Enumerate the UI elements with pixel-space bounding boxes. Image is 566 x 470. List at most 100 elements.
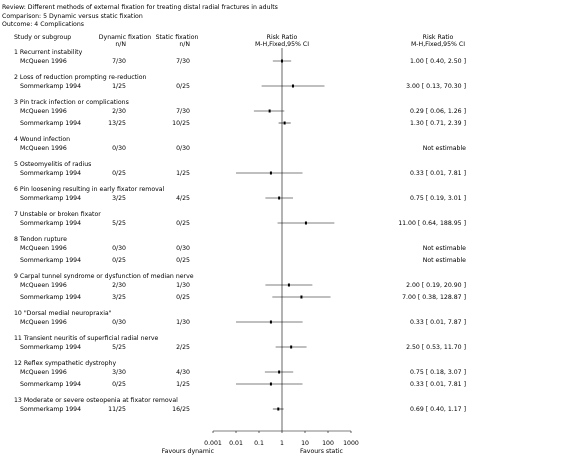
study: Sommerkamp 1994 [20, 83, 81, 90]
study: McQueen 1996 [20, 245, 67, 252]
static-events: 0/30 [176, 145, 190, 152]
static-events: 4/25 [176, 195, 190, 202]
study: McQueen 1996 [20, 319, 67, 326]
study: Sommerkamp 1994 [20, 170, 81, 177]
group-label: 6 Pin loosening resulting in early fixat… [14, 186, 165, 193]
point-estimate [277, 407, 280, 411]
dynamic-events: 0/25 [112, 257, 126, 264]
dynamic-events: 0/30 [112, 319, 126, 326]
static-events: 0/25 [176, 257, 190, 264]
point-estimate [268, 109, 271, 113]
dynamic-events: 2/30 [112, 108, 126, 115]
study: McQueen 1996 [20, 108, 67, 115]
dynamic-events: 0/25 [112, 170, 126, 177]
group-label: 1 Recurrent instability [14, 49, 83, 56]
group-label: 12 Reflex sympathetic dystrophy [14, 360, 116, 367]
dynamic-events: 0/30 [112, 145, 126, 152]
risk-ratio: 11.00 [ 0.64, 188.95 ] [398, 220, 466, 227]
static-events: 0/30 [176, 245, 190, 252]
group-label: 13 Moderate or severe osteopenia at fixa… [14, 397, 178, 404]
static-events: 4/30 [176, 369, 190, 376]
point-estimate [278, 196, 281, 200]
risk-ratio: 0.33 [ 0.01, 7.81 ] [410, 381, 466, 388]
group-label: 2 Loss of reduction prompting re-reducti… [14, 74, 147, 81]
point-estimate [283, 121, 286, 125]
col-study: Study or subgroup [14, 34, 71, 41]
group-label: 11 Transient neuritis of superficial rad… [14, 335, 159, 342]
point-estimate [278, 370, 281, 374]
static-events: 10/25 [172, 120, 190, 127]
col-dynamic: Dynamic fixation [99, 34, 152, 41]
study: Sommerkamp 1994 [20, 294, 81, 301]
x-tick-label: 10 [301, 440, 309, 447]
dynamic-events: 13/25 [108, 120, 126, 127]
point-estimate [287, 283, 290, 287]
risk-ratio: 0.69 [ 0.40, 1.17 ] [410, 406, 466, 413]
risk-ratio: 3.00 [ 0.13, 70.30 ] [406, 83, 466, 90]
risk-ratio: 0.33 [ 0.01, 7.81 ] [410, 170, 466, 177]
x-tick-label: 100 [322, 440, 334, 447]
col-static-n: n/N [179, 41, 190, 48]
dynamic-events: 2/30 [112, 282, 126, 289]
x-tick-label: 1 [280, 440, 284, 447]
static-events: 1/25 [176, 381, 190, 388]
group-label: 10 "Dorsal medial neuropraxia" [14, 310, 112, 317]
group-label: 8 Tendon rupture [14, 236, 67, 243]
static-events: 1/25 [176, 170, 190, 177]
point-estimate [304, 221, 307, 225]
risk-ratio: 0.75 [ 0.18, 3.07 ] [410, 369, 466, 376]
dynamic-events: 11/25 [108, 406, 126, 413]
col-dynamic-n: n/N [115, 41, 126, 48]
risk-ratio: 1.30 [ 0.71, 2.39 ] [410, 120, 466, 127]
study: McQueen 1996 [20, 369, 67, 376]
static-events: 0/25 [176, 83, 190, 90]
study: Sommerkamp 1994 [20, 257, 81, 264]
risk-ratio: Not estimable [423, 257, 466, 264]
dynamic-events: 3/25 [112, 294, 126, 301]
risk-ratio: Not estimable [423, 145, 466, 152]
dynamic-events: 3/25 [112, 195, 126, 202]
study: Sommerkamp 1994 [20, 381, 81, 388]
risk-ratio: 7.00 [ 0.38, 128.87 ] [402, 294, 466, 301]
col-plot-method: M-H,Fixed,95% CI [255, 41, 309, 48]
risk-ratio: 0.29 [ 0.06, 1.26 ] [410, 108, 466, 115]
dynamic-events: 5/25 [112, 220, 126, 227]
group-label: 3 Pin track infection or complications [14, 99, 129, 106]
static-events: 1/30 [176, 282, 190, 289]
dynamic-events: 7/30 [112, 58, 126, 65]
group-label: 5 Osteomyelitis of radius [14, 161, 91, 168]
dynamic-events: 0/30 [112, 245, 126, 252]
risk-ratio: 0.75 [ 0.19, 3.01 ] [410, 195, 466, 202]
static-events: 16/25 [172, 406, 190, 413]
risk-ratio: 2.50 [ 0.53, 11.70 ] [406, 344, 466, 351]
static-events: 1/30 [176, 319, 190, 326]
risk-ratio: 0.33 [ 0.01, 7.87 ] [410, 319, 466, 326]
static-events: 0/25 [176, 294, 190, 301]
study: Sommerkamp 1994 [20, 220, 81, 227]
outcome: Outcome: 4 Complications [2, 21, 84, 28]
dynamic-events: 1/25 [112, 83, 126, 90]
dynamic-events: 3/30 [112, 369, 126, 376]
x-tick-label: 0.1 [254, 440, 264, 447]
study: Sommerkamp 1994 [20, 120, 81, 127]
review: Review: Different methods of external fi… [2, 4, 278, 11]
static-events: 0/25 [176, 220, 190, 227]
dynamic-events: 0/25 [112, 381, 126, 388]
risk-ratio: Not estimable [423, 245, 466, 252]
study: McQueen 1996 [20, 145, 67, 152]
risk-ratio: 2.00 [ 0.19, 20.90 ] [406, 282, 466, 289]
study: McQueen 1996 [20, 282, 67, 289]
study: McQueen 1996 [20, 58, 67, 65]
point-estimate [269, 320, 272, 324]
favours-left: Favours dynamic [162, 448, 215, 455]
study: Sommerkamp 1994 [20, 406, 81, 413]
dynamic-events: 5/25 [112, 344, 126, 351]
group-label: 9 Carpal tunnel syndrome or dysfunction … [14, 273, 194, 280]
group-label: 4 Wound infection [14, 136, 70, 143]
x-tick-label: 0.01 [229, 440, 243, 447]
x-tick-label: 0.001 [204, 440, 222, 447]
favours-right: Favours static [300, 448, 343, 455]
point-estimate [269, 171, 272, 175]
static-events: 7/30 [176, 108, 190, 115]
